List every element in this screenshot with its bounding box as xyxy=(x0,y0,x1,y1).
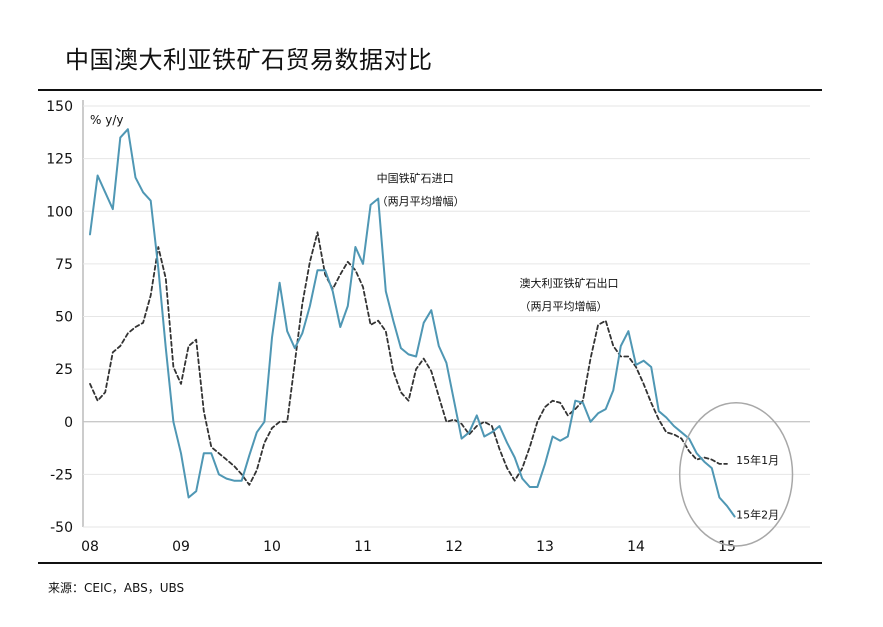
series-group xyxy=(89,128,736,518)
series-line-australia-exports xyxy=(89,231,728,486)
y-tick-label: 150 xyxy=(46,99,73,115)
annotation-label: 中国铁矿石进口 xyxy=(377,172,454,185)
y-tick-label: 25 xyxy=(55,362,73,378)
x-tick-label: 13 xyxy=(536,539,554,555)
annotations: 中国铁矿石进口 （两月平均增幅） 澳大利亚铁矿石出口 （两月平均增幅） 15年1月 15年… xyxy=(377,172,779,522)
y-tick-label: 50 xyxy=(55,310,73,326)
x-tick-label: 14 xyxy=(627,539,645,555)
source-note: 来源：CEIC，ABS，UBS xyxy=(48,581,185,595)
series-line-china-imports xyxy=(89,128,736,518)
y-tick-label: -25 xyxy=(50,467,73,483)
gridlines xyxy=(83,105,810,528)
y-tick-label: 100 xyxy=(46,204,73,220)
y-tick-label: 75 xyxy=(55,257,73,273)
x-tick-labels: 08 09 10 11 12 13 14 15 xyxy=(81,539,736,555)
y-tick-label: 125 xyxy=(46,152,73,168)
annotation-label: 澳大利亚铁矿石出口 xyxy=(520,276,619,290)
x-tick-label: 15 xyxy=(718,539,736,555)
x-tick-label: 10 xyxy=(263,539,281,555)
x-tick-label: 09 xyxy=(172,539,190,555)
annotation-label: 15年2月 xyxy=(736,508,779,522)
annotation-label: （两月平均增幅） xyxy=(520,299,608,313)
highlight-circle xyxy=(678,402,794,547)
y-tick-label: 0 xyxy=(64,415,73,431)
y-tick-labels: 150 125 100 75 50 25 0 -25 -50 xyxy=(46,99,73,536)
x-tick-label: 12 xyxy=(445,539,463,555)
y-axis-label: % y/y xyxy=(90,113,123,127)
x-tick-label: 08 xyxy=(81,539,99,555)
chart-title: 中国澳大利亚铁矿石贸易数据对比 xyxy=(65,46,433,74)
x-tick-label: 11 xyxy=(354,539,372,555)
annotation-label: （两月平均增幅） xyxy=(377,194,465,208)
y-tick-label: -50 xyxy=(50,520,73,536)
annotation-label: 15年1月 xyxy=(736,453,779,467)
